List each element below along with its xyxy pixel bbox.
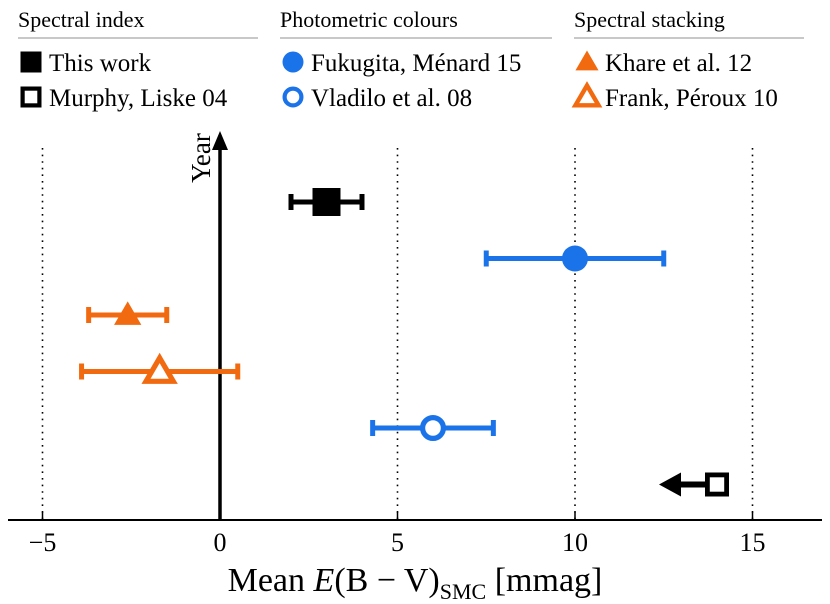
legend-circle-filled-icon [282, 51, 304, 73]
x-tick-label: −5 [29, 528, 57, 557]
x-axis-title-e: E [313, 562, 335, 599]
legend-label-fukugita-menard-15: Fukugita, Ménard 15 [311, 50, 521, 77]
legend-heading: Photometric colours [280, 7, 458, 32]
legend-group-spectral-index: Spectral index This work Murphy, Liske 04 [18, 7, 258, 112]
legend-square-filled-icon [20, 51, 42, 73]
marker-fukugita-menard-15 [562, 245, 588, 272]
x-axis-title-unit: [mmag] [486, 562, 602, 599]
point-frank-peroux-10 [79, 352, 241, 384]
point-this-work [288, 188, 365, 216]
legend-circle-open-icon [282, 86, 304, 108]
x-axis-title-prefix: Mean [228, 562, 314, 599]
legend-triangle-filled-icon [575, 50, 599, 71]
legend-label-vladilo-et-al-08: Vladilo et al. 08 [311, 85, 472, 112]
x-axis-title: Mean E(B − V)SMC [mmag] [228, 562, 603, 604]
marker-murphy-liske-04 [705, 472, 730, 497]
x-tick-label: 15 [740, 528, 766, 557]
year-axis-label: Year [186, 133, 216, 183]
marker-vladilo-et-al-08 [420, 415, 447, 442]
marker-this-work [312, 188, 341, 216]
gridlines [41, 148, 754, 520]
legend-heading: Spectral index [18, 7, 144, 32]
axes: Year −5 0 5 10 15 [8, 131, 822, 557]
legend-heading: Spectral stacking [574, 7, 725, 32]
legend-group-photometric-colours: Photometric colours Fukugita, Ménard 15 Vl… [280, 7, 552, 112]
svg-text:Mean E(B − V)SMC [mmag]: Mean E(B − V)SMC [mmag] [228, 562, 603, 604]
upper-limit-arrow-icon [659, 472, 681, 497]
legend-group-spectral-stacking: Spectral stacking Khare et al. 12 Frank, P… [571, 7, 804, 112]
marker-frank-peroux-10 [141, 352, 178, 384]
legend-label-frank-peroux-10: Frank, Péroux 10 [605, 85, 778, 112]
point-khare-et-al-12 [86, 301, 170, 325]
legend-label-khare-et-al-12: Khare et al. 12 [605, 50, 752, 77]
point-vladilo-et-al-08 [370, 415, 496, 442]
x-axis-title-bv: (B − V) [334, 562, 439, 599]
year-axis-arrow-icon [212, 131, 228, 150]
marker-khare-et-al-12 [114, 301, 142, 325]
x-tick-label: 10 [562, 528, 588, 557]
legend: Spectral index This work Murphy, Liske 04 P… [18, 7, 804, 112]
point-murphy-liske-04 [659, 472, 730, 497]
legend-label-this-work: This work [49, 50, 152, 77]
legend-triangle-open-icon [571, 81, 603, 108]
data-points [79, 188, 730, 497]
point-fukugita-menard-15 [483, 245, 667, 272]
legend-square-open-icon [20, 86, 42, 108]
x-tick-label: 0 [214, 528, 227, 557]
legend-label-murphy-liske-04: Murphy, Liske 04 [49, 85, 228, 112]
x-axis-title-subscript: SMC [440, 579, 486, 604]
x-tick-label: 5 [391, 528, 404, 557]
